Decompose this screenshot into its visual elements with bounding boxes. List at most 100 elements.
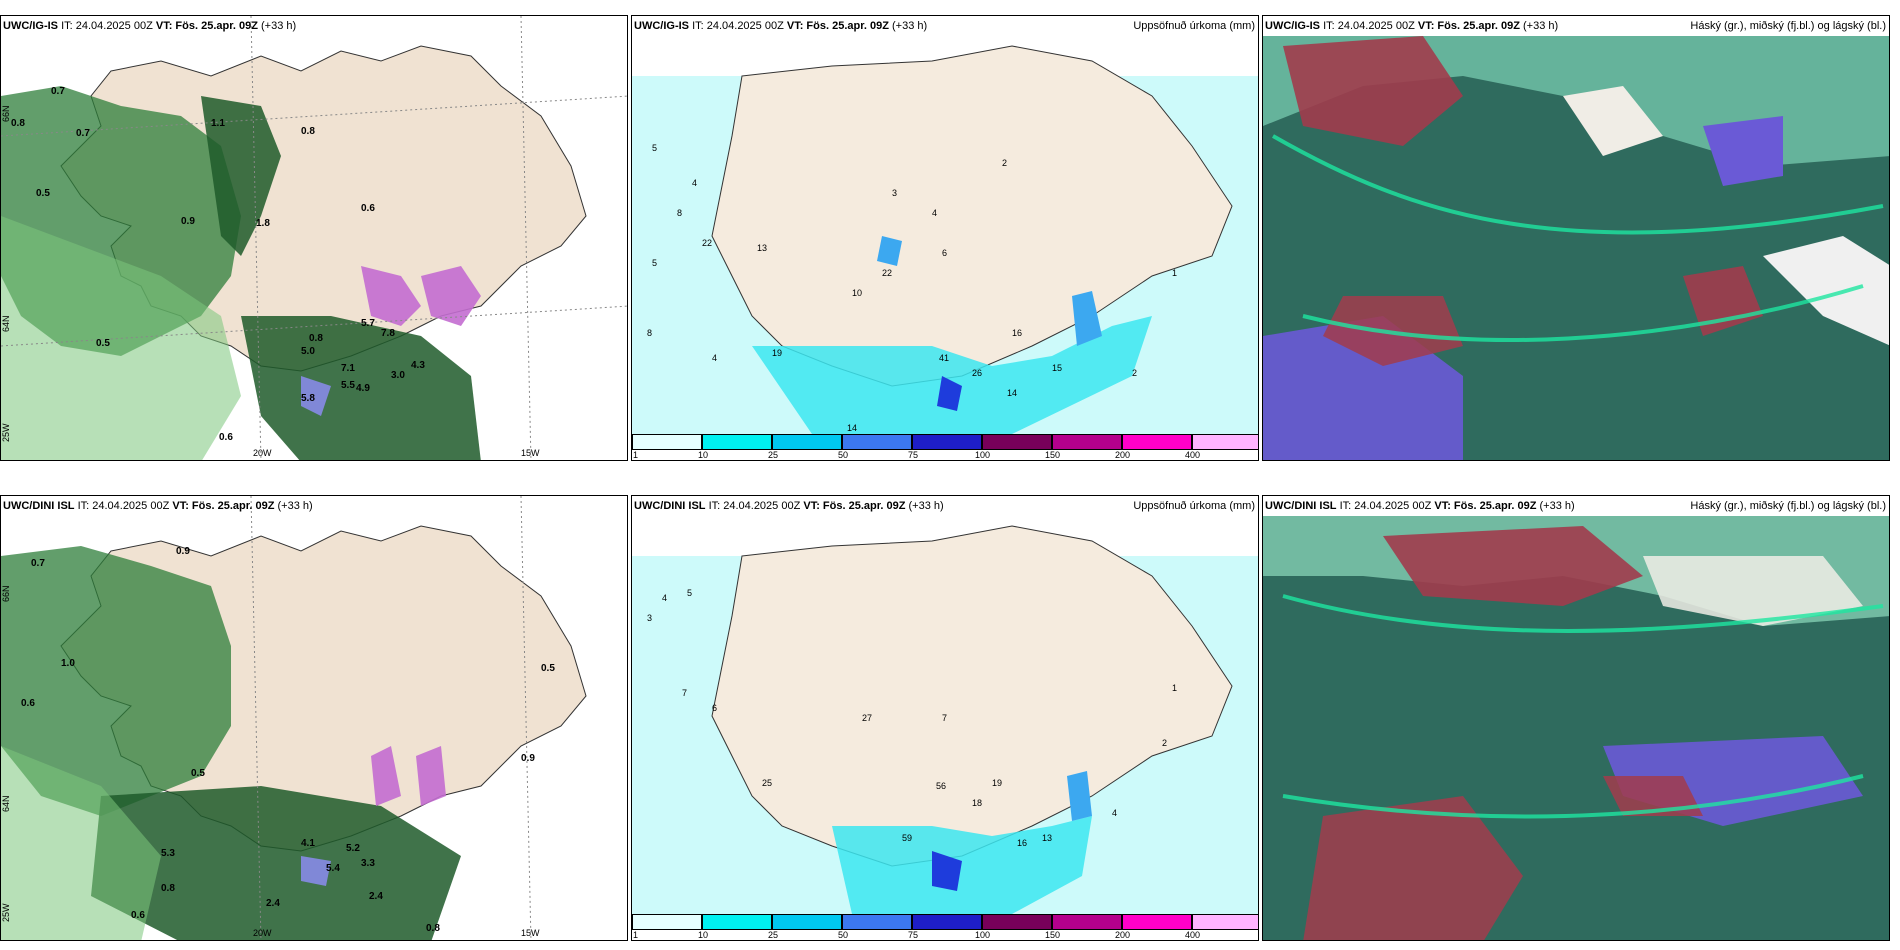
- accum-label: 16: [1017, 838, 1027, 848]
- precip-label: 0.5: [96, 338, 110, 349]
- precip-label: 0.8: [301, 126, 315, 137]
- accum-label: 7: [942, 713, 947, 723]
- lead-time: (+33 h): [277, 500, 313, 512]
- precip-label: 5.7: [361, 318, 375, 329]
- precip-label: 0.7: [51, 86, 65, 97]
- valid-time: VT: Fös. 25.apr. 09Z: [786, 20, 889, 32]
- accum-label: 3: [892, 188, 897, 198]
- accum-label: 2: [1002, 158, 1007, 168]
- panel-variable-title: Háský (gr.), miðský (fj.bl.) og lágský (…: [1690, 500, 1886, 512]
- lat-label-64n: 64N: [1, 315, 11, 332]
- precip-label: 0.9: [176, 546, 190, 557]
- colorbar-tick: 10: [698, 450, 709, 460]
- accum-label: 13: [757, 243, 767, 253]
- colorbar-tick: 1: [633, 930, 639, 940]
- colorbar-tick: 50: [838, 930, 849, 940]
- precip-label: 7.8: [381, 328, 395, 339]
- panel-header: UWC/DINI ISL IT: 24.04.2025 00Z VT: Fös.…: [3, 500, 313, 512]
- precip-label: 5.5: [341, 380, 355, 391]
- lead-time: (+33 h): [1539, 500, 1575, 512]
- accum-label: 2: [1162, 738, 1167, 748]
- colorbar-tick: 75: [908, 930, 919, 940]
- accum-label: 1: [1172, 268, 1177, 278]
- colorbar-tick: 75: [908, 450, 919, 460]
- accum-label: 1: [1172, 683, 1177, 693]
- precip-label: 0.8: [11, 118, 25, 129]
- colorbar-swatch: [772, 914, 842, 930]
- precip-labels: 0.7 0.9 1.0 0.6 0.5 5.3 4.1 5.2 3.3 2.4 …: [21, 546, 555, 934]
- panel-header: UWC/DINI ISL IT: 24.04.2025 00Z VT: Fös.…: [634, 500, 944, 512]
- accum-label: 27: [862, 713, 872, 723]
- colorbar-swatch: [912, 914, 982, 930]
- accum-label: 19: [992, 778, 1002, 788]
- colorbar-swatch: [702, 914, 772, 930]
- precip-label: 1.1: [211, 118, 225, 129]
- valid-time: VT: Fös. 25.apr. 09Z: [803, 500, 906, 512]
- precip-label: 0.8: [309, 333, 323, 344]
- lat-label-64n: 64N: [1, 795, 11, 812]
- lon-label-15w: 15W: [521, 448, 540, 458]
- accum-label: 3: [647, 613, 652, 623]
- model-name: UWC/DINI ISL: [3, 500, 75, 512]
- accum-label: 18: [972, 798, 982, 808]
- lon-label-20w: 20W: [253, 448, 272, 458]
- panel-header: UWC/DINI ISL IT: 24.04.2025 00Z VT: Fös.…: [1265, 500, 1575, 512]
- model-name: UWC/DINI ISL: [634, 500, 706, 512]
- precip-rate-map-top: 20W 15W 25W 66N 64N 0.7 0.8 0.5 0.7 1.1 …: [1, 16, 627, 460]
- colorbar-swatch: [982, 914, 1052, 930]
- map-panel-precip-rate-dini: 20W 15W 25W 66N 64N 0.7 0.9 1.0 0.6 0.5 …: [0, 495, 628, 941]
- precip-label: 0.6: [361, 203, 375, 214]
- init-time: IT: 24.04.2025 00Z: [1323, 20, 1415, 32]
- accum-label: 10: [852, 288, 862, 298]
- colorbar-swatch: [632, 914, 702, 930]
- colorbar-swatch: [842, 434, 912, 450]
- cloud-cover-map-top: [1263, 16, 1889, 460]
- model-name: UWC/IG-IS: [634, 20, 689, 32]
- precip-label: 0.5: [191, 768, 205, 779]
- colorbar-tick: 25: [768, 450, 779, 460]
- accum-labels: 5 4 8 5 8 4 19 22 13 10 22 6 4 2 3 41 26…: [647, 143, 1177, 433]
- accum-precip-map-top: 5 4 8 5 8 4 19 22 13 10 22 6 4 2 3 41 26…: [632, 45, 1258, 434]
- lead-time: (+33 h): [908, 500, 944, 512]
- accum-label: 7: [682, 688, 687, 698]
- accum-label: 14: [1007, 388, 1017, 398]
- colorbar-swatch: [1192, 434, 1258, 450]
- init-time: IT: 24.04.2025 00Z: [61, 20, 153, 32]
- panel-header: UWC/IG-IS IT: 24.04.2025 00Z VT: Fös. 25…: [634, 20, 927, 32]
- lead-time: (+33 h): [261, 20, 297, 32]
- colorbar-tick: 10: [698, 930, 709, 940]
- precip-label: 5.2: [346, 843, 360, 854]
- precip-label: 0.6: [131, 910, 145, 921]
- precip-label: 4.3: [411, 360, 425, 371]
- accum-label: 4: [932, 208, 937, 218]
- valid-time: VT: Fös. 25.apr. 09Z: [1434, 500, 1537, 512]
- accum-label: 26: [972, 368, 982, 378]
- init-time: IT: 24.04.2025 00Z: [77, 500, 170, 512]
- accum-label: 8: [647, 328, 652, 338]
- colorbar-tick: 150: [1045, 930, 1061, 940]
- valid-time: VT: Fös. 25.apr. 09Z: [155, 20, 258, 32]
- grid-lines: [1, 16, 627, 460]
- precip-labels: 0.7 0.8 0.5 0.7 1.1 0.8 0.5 0.6 0.9 1.8 …: [11, 86, 425, 443]
- precip-label: 3.0: [391, 370, 405, 381]
- accum-label: 59: [902, 833, 912, 843]
- colorbar-swatch: [912, 434, 982, 450]
- colorbar-tick: 100: [975, 450, 991, 460]
- colorbar-swatch: [772, 434, 842, 450]
- lon-label-25w: 25W: [1, 423, 11, 442]
- accum-label: 5: [652, 258, 657, 268]
- precip-label: 4.1: [301, 838, 315, 849]
- colorbar-swatch: [1122, 914, 1192, 930]
- colorbar: 1 10 25 50 75 100 150 200 400: [632, 912, 1258, 940]
- accum-precip-map-bottom: 4 3 5 7 6 25 27 7 56 18 19 16 13 59 2 1 …: [632, 525, 1258, 923]
- init-time: IT: 24.04.2025 00Z: [708, 500, 801, 512]
- model-name: UWC/IG-IS: [1265, 20, 1320, 32]
- colorbar-swatch: [1122, 434, 1192, 450]
- precip-label: 0.6: [219, 432, 233, 443]
- colorbar-tick: 150: [1045, 450, 1061, 460]
- accum-label: 56: [936, 781, 946, 791]
- precip-label: 7.1: [341, 363, 355, 374]
- colorbar-swatch: [1052, 914, 1122, 930]
- precip-shading: [1, 86, 481, 460]
- model-name: UWC/IG-IS: [3, 20, 58, 32]
